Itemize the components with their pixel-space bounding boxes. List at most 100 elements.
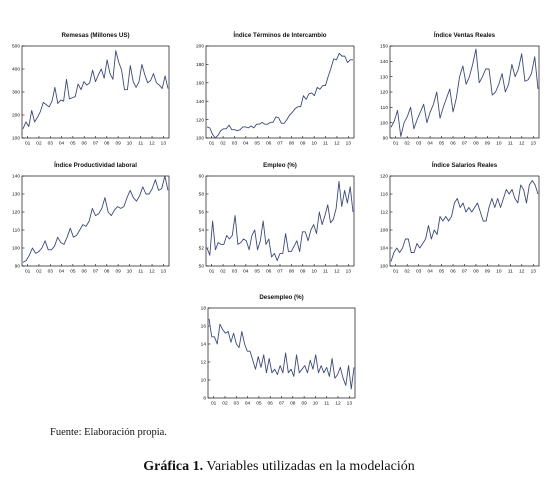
x-tick-label: 08: [290, 401, 296, 407]
y-tick-label: 16: [201, 324, 207, 330]
x-tick-label: 07: [279, 401, 285, 407]
y-tick-label: 104: [380, 246, 388, 252]
chart-panel-salarios-reales: Índice Salarios Reales100104108112116120…: [380, 161, 540, 275]
x-tick-label: 05: [255, 269, 261, 275]
x-tick-label: 10: [127, 269, 133, 275]
x-tick-label: 01: [25, 269, 31, 275]
y-tick-label: 120: [380, 174, 388, 180]
x-tick-label: 12: [519, 269, 525, 275]
x-tick-label: 11: [323, 141, 328, 147]
x-tick-label: 08: [289, 141, 295, 147]
panel-title: Índice Términos de Intercambio: [233, 31, 326, 39]
x-tick-label: 06: [266, 141, 272, 147]
x-tick-label: 05: [255, 141, 261, 147]
x-tick-label: 11: [324, 401, 329, 407]
y-tick-label: 14: [201, 342, 207, 348]
x-tick-label: 10: [313, 401, 319, 407]
series-line: [390, 48, 539, 137]
x-tick-label: 04: [427, 141, 433, 147]
y-tick-label: 108: [380, 228, 388, 234]
y-tick-label: 90: [383, 136, 389, 142]
y-tick-label: 112: [380, 210, 388, 216]
x-tick-label: 08: [104, 141, 110, 147]
y-tick-label: 140: [196, 99, 204, 105]
y-tick-label: 100: [380, 120, 388, 126]
x-tick-label: 04: [59, 141, 65, 147]
y-tick-label: 160: [196, 81, 204, 87]
x-tick-label: 02: [405, 269, 411, 275]
chart-panel-ventas-reales: Índice Ventas Reales 90 100 110 120 130 140 150…: [380, 31, 540, 147]
x-tick-label: 07: [462, 269, 468, 275]
x-tick-label: 05: [70, 269, 76, 275]
x-tick-label: 12: [149, 269, 155, 275]
x-tick-label: 02: [405, 141, 411, 147]
y-tick-label: 100: [380, 264, 388, 270]
y-tick-label: 120: [196, 117, 204, 123]
plot-frame: [205, 45, 355, 139]
series-line: [206, 180, 354, 262]
chart-panel-remesas: Remesas (Millones US) 100 200 300 400 500 01 02…: [12, 32, 170, 147]
y-tick-label: 140: [12, 174, 20, 180]
y-tick-label: 300: [12, 90, 20, 96]
y-tick-label: 140: [380, 59, 388, 65]
y-tick-label: 110: [12, 228, 20, 234]
x-tick-label: 12: [519, 141, 525, 147]
y-tick-label: 110: [380, 105, 388, 111]
panel-title: Índice Ventas Reales: [434, 31, 496, 39]
plot-frame: [21, 45, 170, 139]
y-tick-label: 60: [199, 174, 205, 180]
y-tick-label: 500: [12, 44, 20, 50]
y-tick-label: 200: [12, 113, 20, 119]
x-tick-label: 01: [25, 141, 31, 147]
x-tick-label: 04: [59, 269, 65, 275]
series-line: [390, 180, 539, 262]
figure-caption: Gráfica 1. Variables utilizadas en la mo…: [0, 459, 558, 475]
chart-panel-empleo: Empleo (%) 50 52 54 56 58 60 01 02 03 04 05 06 07 08 09…: [199, 162, 355, 275]
x-tick-label: 05: [439, 141, 445, 147]
x-tick-label: 12: [334, 269, 340, 275]
x-tick-label: 02: [222, 401, 228, 407]
x-tick-label: 10: [311, 141, 317, 147]
x-tick-label: 12: [334, 141, 340, 147]
x-tick-label: 05: [70, 141, 76, 147]
panel-title: Índice Salarios Reales: [432, 161, 498, 169]
x-tick-label: 08: [289, 269, 295, 275]
chart-panel-desempleo: Desempleo (%) 8 10 12 14 16 18 01 02 03 04 05 06 07 08…: [201, 294, 356, 407]
x-tick-label: 10: [311, 269, 317, 275]
y-tick-label: 400: [12, 67, 20, 73]
x-tick-label: 09: [485, 269, 491, 275]
x-tick-label: 06: [82, 269, 88, 275]
x-tick-label: 11: [508, 269, 513, 275]
x-tick-label: 13: [161, 269, 167, 275]
x-tick-label: 12: [335, 401, 341, 407]
x-tick-label: 07: [277, 141, 283, 147]
chart-figure: Remesas (Millones US) 100 200 300 400 500 01 02…: [12, 31, 540, 407]
x-tick-label: 03: [416, 269, 422, 275]
x-tick-label: 03: [48, 269, 54, 275]
x-tick-label: 03: [234, 401, 240, 407]
x-tick-label: 03: [48, 141, 54, 147]
x-tick-label: 06: [266, 269, 272, 275]
x-tick-label: 09: [485, 141, 491, 147]
x-tick-label: 11: [508, 141, 513, 147]
x-tick-label: 04: [427, 269, 433, 275]
y-tick-label: 50: [199, 264, 205, 270]
y-tick-label: 200: [196, 44, 204, 50]
panel-title: Índice Productividad laboral: [54, 161, 137, 169]
y-tick-label: 90: [15, 264, 21, 270]
x-tick-label: 07: [277, 269, 283, 275]
x-tick-label: 09: [115, 269, 121, 275]
x-tick-label: 10: [496, 141, 502, 147]
x-tick-label: 13: [531, 269, 537, 275]
series-line: [208, 318, 355, 390]
x-tick-label: 13: [161, 141, 167, 147]
x-tick-label: 03: [232, 141, 238, 147]
y-tick-label: 150: [380, 44, 388, 50]
y-tick-label: 56: [199, 210, 205, 216]
x-tick-label: 05: [256, 401, 262, 407]
y-tick-label: 52: [199, 246, 205, 252]
figure-caption-text: Variables utilizadas en la modelación: [203, 459, 415, 474]
y-tick-label: 58: [199, 192, 205, 198]
series-line: [22, 175, 169, 263]
x-tick-label: 13: [346, 269, 352, 275]
